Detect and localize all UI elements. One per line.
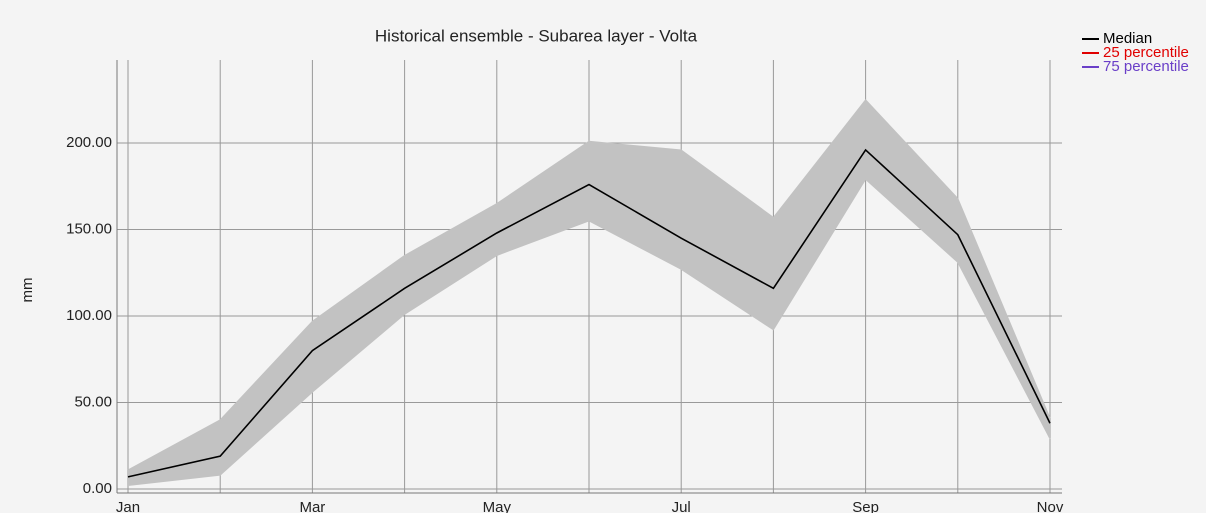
band	[128, 99, 1050, 486]
series-line	[127, 99, 1051, 471]
y-tick-label: 200.00	[66, 134, 112, 151]
y-tick-label: 0.00	[83, 480, 112, 497]
legend-label: 75 percentile	[1103, 58, 1189, 75]
series-line	[127, 148, 1051, 478]
legend-label: Median	[1103, 30, 1152, 47]
x-tick-label: Nov	[1037, 499, 1064, 513]
legend-label: 25 percentile	[1103, 44, 1189, 61]
y-tick-label: 150.00	[66, 220, 112, 237]
y-tick-label: 100.00	[66, 307, 112, 324]
x-tick-label: Jul	[672, 499, 691, 513]
chart-title: Historical ensemble - Subarea layer - Vo…	[375, 26, 698, 45]
series-line	[127, 178, 1051, 487]
x-tick-label: Jan	[116, 499, 140, 513]
x-tick-label: Sep	[852, 499, 879, 513]
y-tick-label: 50.00	[74, 393, 112, 410]
x-tick-label: May	[483, 499, 512, 513]
y-axis-label: mm	[19, 278, 36, 303]
x-tick-label: Mar	[299, 499, 325, 513]
